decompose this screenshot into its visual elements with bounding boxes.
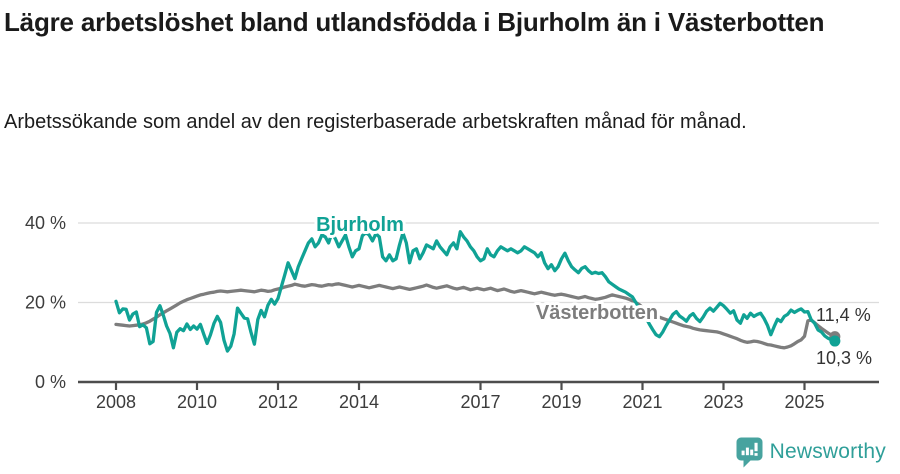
- newsworthy-attribution: Newsworthy: [736, 436, 886, 468]
- x-tick-label-2008: 2008: [96, 392, 136, 412]
- y-tick-label-40: 40 %: [25, 213, 66, 233]
- newsworthy-brand-text: Newsworthy: [769, 440, 886, 463]
- x-tick-label-2017: 2017: [460, 392, 500, 412]
- bjurholm-end-dot: [829, 335, 841, 347]
- vasterbotten-series-label: Västerbotten: [536, 302, 658, 324]
- x-tick-label-2014: 2014: [339, 392, 379, 412]
- bjurholm-end-value-label: 10,3 %: [816, 348, 872, 368]
- bjurholm-series-label: Bjurholm: [316, 214, 404, 236]
- x-tick-label-2012: 2012: [258, 392, 298, 412]
- newsworthy-logo-icon: [736, 437, 763, 467]
- vsterbotten-line: [114, 282, 837, 350]
- bjurholm-line: [114, 230, 837, 353]
- x-tick-label-2019: 2019: [541, 392, 581, 412]
- x-tick-label-2025: 2025: [784, 392, 824, 412]
- x-tick-label-2021: 2021: [622, 392, 662, 412]
- y-tick-label-20: 20 %: [25, 293, 66, 313]
- x-tick-label-2010: 2010: [177, 392, 217, 412]
- chart-title: Lägre arbetslöshet bland utlandsfödda i …: [4, 7, 825, 37]
- chart-subtitle: Arbetssökande som andel av den registerb…: [4, 111, 747, 133]
- vasterbotten-end-value-label: 11,4 %: [816, 305, 871, 325]
- y-tick-label-0: 0 %: [35, 372, 66, 392]
- x-tick-label-2023: 2023: [703, 392, 743, 412]
